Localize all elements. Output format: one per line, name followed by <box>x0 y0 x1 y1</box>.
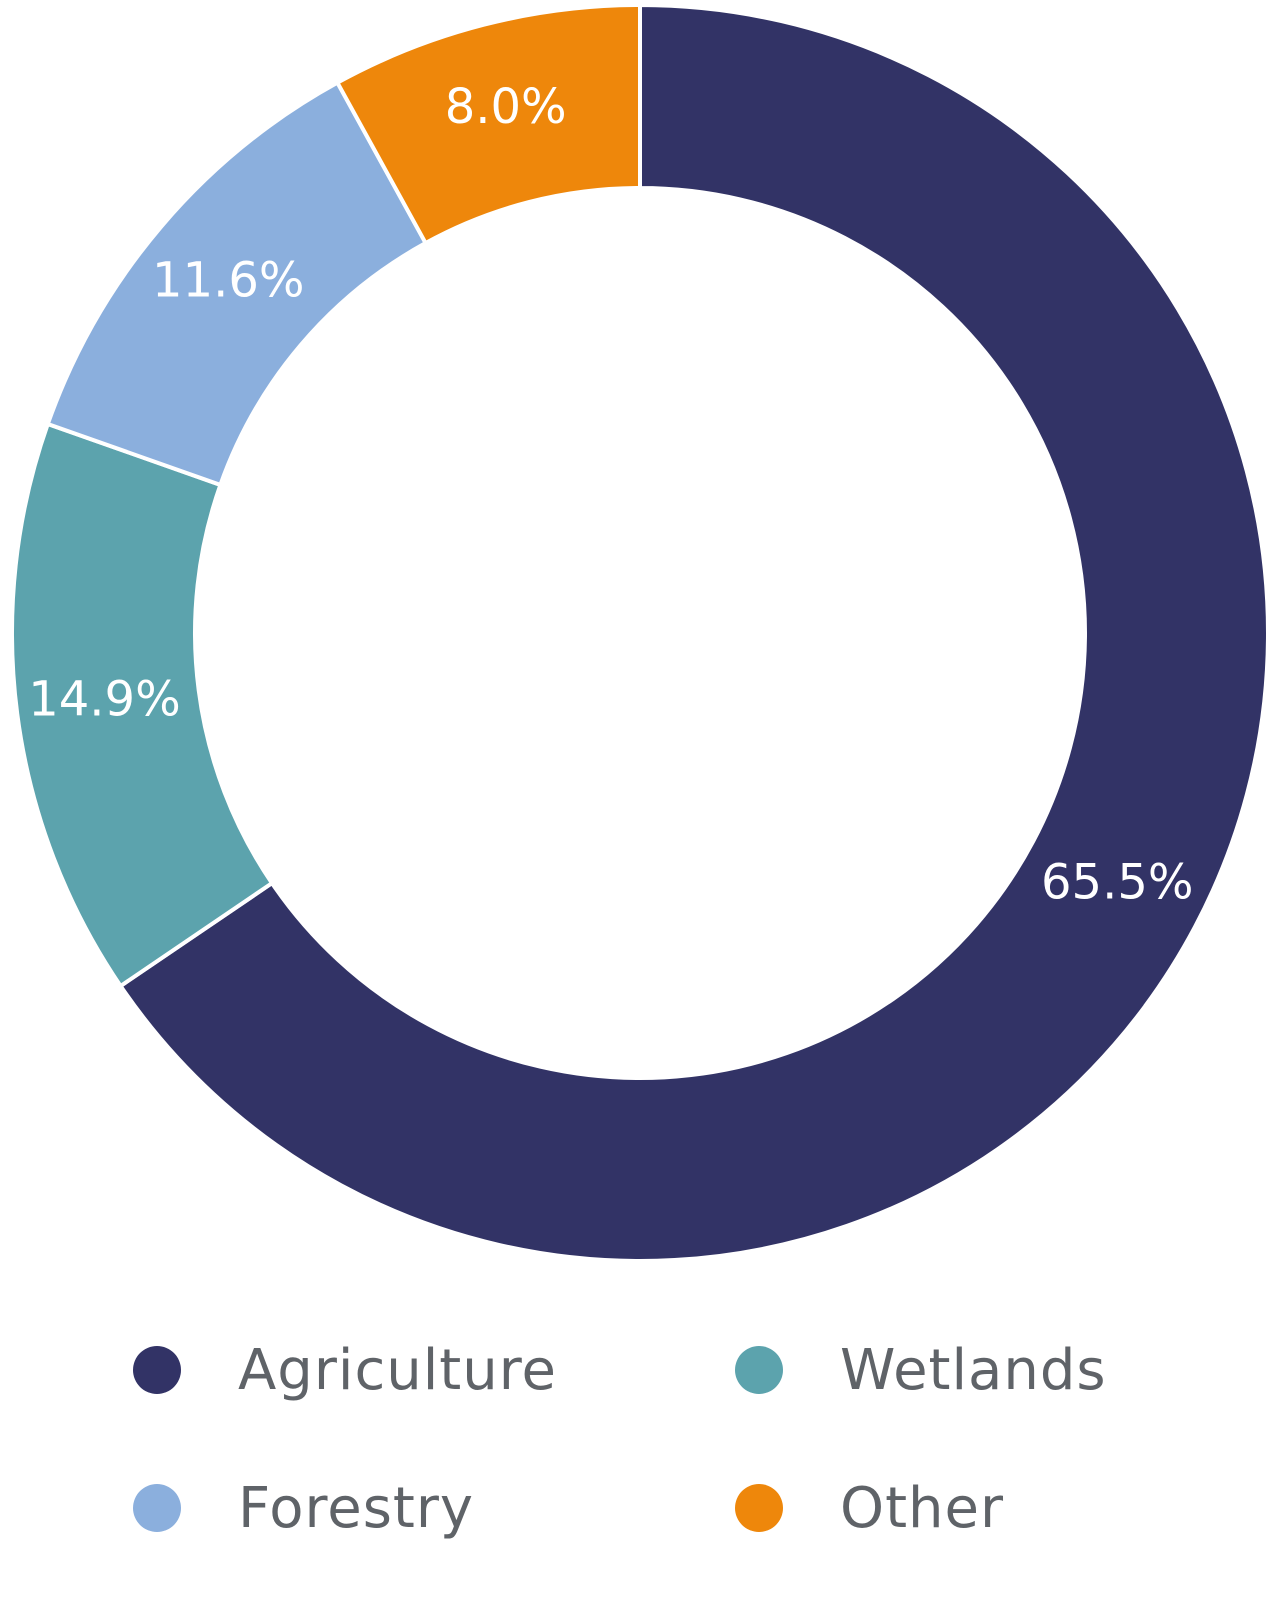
legend-swatch-forestry <box>133 1484 181 1532</box>
slice-label-other: 8.0% <box>445 79 567 135</box>
legend-swatch-wetlands <box>735 1346 783 1394</box>
slice-agriculture <box>117 2 1270 1263</box>
slice-label-wetlands: 14.9% <box>28 671 180 727</box>
legend-label-forestry: Forestry <box>238 1475 475 1541</box>
legend-item-agriculture: Agriculture <box>133 1330 557 1410</box>
slice-other <box>334 2 642 246</box>
slice-wetlands <box>10 421 275 989</box>
legend-item-wetlands: Wetlands <box>735 1330 1107 1410</box>
legend-swatch-other <box>735 1484 783 1532</box>
legend-label-agriculture: Agriculture <box>238 1337 557 1403</box>
legend-label-other: Other <box>840 1475 1005 1541</box>
legend-item-forestry: Forestry <box>133 1468 474 1548</box>
slice-label-forestry: 11.6% <box>152 253 304 309</box>
slice-label-agriculture: 65.5% <box>1041 855 1193 911</box>
legend: Agriculture Wetlands Forestry Other <box>0 1330 1280 1600</box>
legend-item-other: Other <box>735 1468 1004 1548</box>
legend-label-wetlands: Wetlands <box>840 1337 1107 1403</box>
legend-swatch-agriculture <box>133 1346 181 1394</box>
